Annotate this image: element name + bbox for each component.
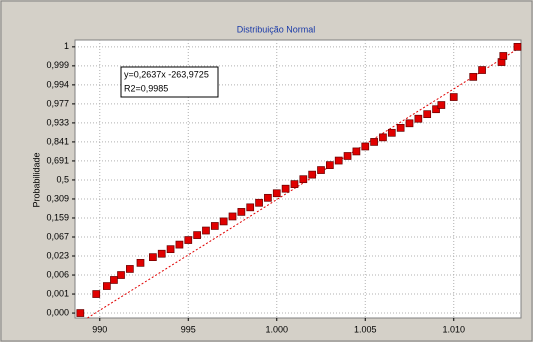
chart-title: Distribuição Normal bbox=[237, 24, 316, 34]
point bbox=[326, 161, 334, 169]
point bbox=[281, 184, 290, 193]
y-tick-label: 0,159 bbox=[46, 212, 69, 222]
x-tick-label: 990 bbox=[92, 324, 107, 334]
point bbox=[126, 265, 134, 273]
y-tick-label: 0,999 bbox=[46, 60, 69, 70]
annotation: y=0,2637x -263,9725 bbox=[124, 69, 209, 79]
point bbox=[157, 249, 166, 258]
y-tick-label: 0,309 bbox=[46, 193, 69, 203]
y-tick-label: 0,001 bbox=[46, 288, 69, 298]
y-tick-label: 1 bbox=[64, 41, 69, 51]
point bbox=[317, 166, 325, 174]
point bbox=[449, 93, 458, 101]
point bbox=[513, 42, 522, 51]
y-tick-label: 0,006 bbox=[46, 269, 69, 279]
point bbox=[379, 133, 387, 142]
y-tick-label: 0,841 bbox=[46, 136, 69, 146]
point bbox=[76, 309, 85, 317]
point bbox=[469, 73, 478, 81]
y-tick-label: 0,067 bbox=[46, 231, 69, 241]
point bbox=[478, 66, 486, 74]
point bbox=[237, 208, 246, 216]
y-tick-label: 0,933 bbox=[46, 117, 69, 127]
x-tick-label: 1.005 bbox=[354, 324, 377, 334]
point bbox=[175, 240, 184, 249]
y-tick-label: 0,994 bbox=[46, 79, 69, 89]
point bbox=[272, 189, 281, 198]
point bbox=[437, 101, 446, 109]
point bbox=[166, 245, 175, 254]
point bbox=[352, 147, 361, 156]
point bbox=[414, 114, 423, 123]
y-tick-label: 0,023 bbox=[46, 250, 69, 260]
point bbox=[136, 259, 145, 267]
annotation-box bbox=[120, 66, 219, 98]
point bbox=[228, 212, 237, 221]
annotation: R2=0,9985 bbox=[124, 83, 168, 93]
point bbox=[219, 217, 228, 226]
point bbox=[334, 156, 343, 165]
x-tick-label: 1.010 bbox=[442, 324, 465, 334]
point bbox=[193, 231, 201, 239]
point bbox=[290, 180, 299, 188]
point bbox=[246, 203, 255, 212]
y-tick-label: 0,000 bbox=[46, 307, 69, 317]
point bbox=[92, 290, 101, 298]
point bbox=[499, 52, 508, 60]
point bbox=[387, 128, 396, 137]
point bbox=[202, 226, 210, 235]
point bbox=[264, 193, 272, 202]
point bbox=[210, 222, 219, 230]
point bbox=[184, 236, 193, 244]
point bbox=[343, 152, 352, 160]
point bbox=[432, 105, 440, 114]
point bbox=[370, 138, 378, 146]
y-tick-label: 0,691 bbox=[46, 155, 69, 165]
point bbox=[299, 175, 308, 184]
point bbox=[396, 123, 405, 132]
point bbox=[149, 253, 157, 262]
point bbox=[110, 276, 118, 284]
y-axis-label: Probabilidade bbox=[31, 152, 41, 207]
x-tick-label: 995 bbox=[181, 324, 196, 334]
x-tick-label: 1.000 bbox=[265, 324, 288, 334]
point bbox=[361, 142, 370, 151]
point bbox=[405, 119, 414, 128]
point bbox=[103, 282, 111, 290]
point bbox=[308, 170, 317, 179]
plot: 0,000 0,001 0,006 0,023 0,067 0,159 0,309 0,5 0,… bbox=[46, 40, 522, 334]
point bbox=[423, 110, 432, 119]
y-tick-label: 0,977 bbox=[46, 98, 69, 108]
trend-line bbox=[87, 46, 522, 319]
y-tick-label: 0,5 bbox=[56, 174, 69, 184]
point bbox=[255, 198, 263, 207]
point bbox=[117, 271, 125, 279]
